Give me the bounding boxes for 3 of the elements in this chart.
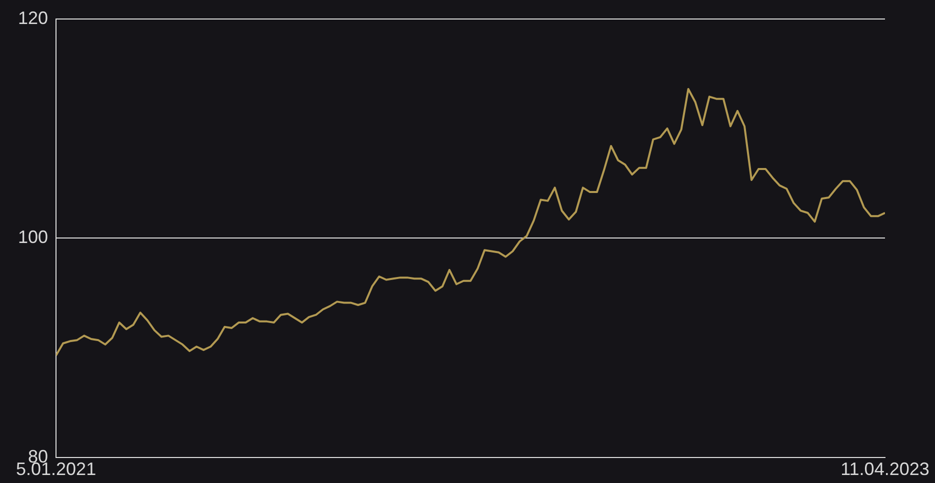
y-tick-label: 120 [18, 8, 48, 28]
x-tick-label: 11.04.2023 [840, 459, 930, 480]
y-tick-label: 100 [18, 227, 48, 248]
